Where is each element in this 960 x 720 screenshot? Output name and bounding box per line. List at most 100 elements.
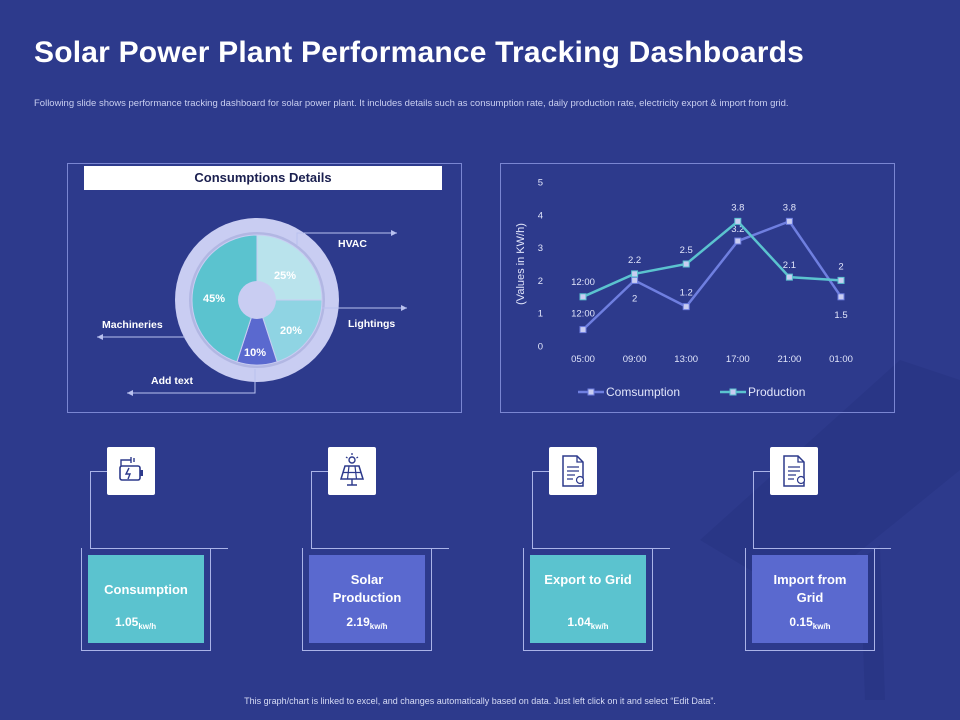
- series-point-comsumption: [682, 303, 690, 311]
- pie-chart-panel: [67, 163, 462, 413]
- y-axis-label: (Values in KW/h): [515, 223, 527, 305]
- page-subtitle: Following slide shows performance tracki…: [34, 98, 789, 109]
- pie-value-label: 25%: [274, 270, 296, 282]
- data-label: 2.2: [628, 255, 641, 266]
- kpi-icon-card: [107, 447, 155, 495]
- kpi-label: Solar Production: [332, 572, 402, 605]
- pie-leader-line: [127, 369, 256, 394]
- series-point-comsumption: [579, 326, 587, 334]
- series-point-production: [785, 273, 793, 281]
- pie-slice-lightings: [256, 299, 323, 363]
- kpi-icon-card: [549, 447, 597, 495]
- kpi-card: Solar Production 2.19kw/h: [309, 555, 425, 643]
- pie-category-label: Lightings: [348, 318, 395, 330]
- pie-category-label: Add text: [151, 375, 194, 387]
- kpi-connector: [90, 471, 107, 472]
- kpi-outline: [523, 548, 653, 651]
- kpi-outline: [302, 548, 432, 651]
- data-label: 3.8: [731, 202, 744, 213]
- series-point-comsumption: [631, 276, 639, 284]
- series-point-comsumption: [837, 293, 845, 301]
- data-label: 12:00: [571, 277, 595, 288]
- kpi-label: Consumption: [104, 582, 188, 597]
- arrow-head-icon: [391, 230, 397, 236]
- x-tick-label: 05:00: [571, 354, 595, 365]
- x-tick-label: 09:00: [623, 354, 647, 365]
- document-icon: [562, 455, 585, 487]
- consumption-production-line-chart: 0 1 2 3 4 5 05:00 09:00 13:00 17:00 21:00 01:00 (Val…: [515, 178, 853, 400]
- data-label: 3.8: [783, 202, 796, 213]
- series-point-production: [631, 270, 639, 278]
- kpi-outline: [745, 548, 875, 651]
- pie-center-hole: [238, 281, 276, 319]
- pie-leader-line: [296, 232, 397, 245]
- pie-category-label: Machineries: [102, 319, 163, 331]
- kpi-unit: kw/h: [812, 622, 831, 631]
- battery-plug-icon: [119, 457, 143, 481]
- series-point-production: [682, 260, 690, 268]
- kpi-number: 0.15: [789, 615, 813, 629]
- pie-category-label: HVAC: [338, 238, 367, 250]
- kpi-connector: [90, 548, 228, 549]
- kpi-connector: [311, 471, 312, 548]
- legend-marker: [587, 388, 595, 396]
- kpi-connector: [311, 548, 449, 549]
- kpi-unit: kw/h: [590, 622, 609, 631]
- kpi-number: 1.05: [115, 615, 139, 629]
- kpi-value: 1.04kw/h: [530, 613, 646, 636]
- series-line-comsumption: [582, 219, 843, 331]
- kpi-connector: [753, 471, 770, 472]
- kpi-card: Consumption 1.05kw/h: [88, 555, 204, 643]
- x-tick-label: 01:00: [829, 354, 853, 365]
- series-point-production: [837, 276, 845, 284]
- kpi-outline: [81, 548, 211, 651]
- y-tick-label: 2: [538, 276, 543, 287]
- series-line-production: [582, 219, 842, 298]
- series-point-comsumption: [785, 217, 793, 225]
- kpi-connector: [532, 471, 533, 548]
- kpi-icon-card: [770, 447, 818, 495]
- data-label: 1.5: [834, 310, 847, 321]
- series-point-comsumption: [734, 237, 742, 245]
- kpi-number: 2.19: [346, 615, 370, 629]
- series-point-production: [579, 293, 587, 301]
- data-label: 2: [632, 293, 637, 304]
- y-tick-label: 3: [538, 243, 543, 254]
- kpi-value: 1.05kw/h: [115, 613, 156, 636]
- pie-value-label: 45%: [203, 293, 225, 305]
- data-label: 1.2: [680, 288, 693, 299]
- x-tick-label: 21:00: [778, 354, 802, 365]
- pie-slice-hvac: [256, 234, 323, 301]
- pie-value-label: 10%: [244, 347, 266, 359]
- kpi-unit: kw/h: [138, 622, 157, 631]
- y-tick-label: 0: [538, 342, 543, 353]
- y-tick-label: 1: [538, 309, 543, 320]
- pie-value-label: 20%: [280, 325, 302, 337]
- arrow-head-icon: [401, 305, 407, 311]
- y-tick-label: 5: [538, 178, 543, 189]
- legend-label: Production: [748, 385, 805, 399]
- kpi-label: Export to Grid: [544, 572, 632, 587]
- kpi-connector: [532, 548, 670, 549]
- kpi-value: 2.19kw/h: [309, 613, 425, 636]
- kpi-value: 0.15kw/h: [752, 613, 868, 636]
- kpi-icon-card: [328, 447, 376, 495]
- pie-slice-machineries: [191, 234, 258, 363]
- kpi-number: 1.04: [567, 615, 591, 629]
- document-icon: [783, 455, 806, 487]
- arrow-head-icon: [127, 390, 133, 396]
- x-tick-label: 13:00: [674, 354, 698, 365]
- kpi-connector: [311, 471, 328, 472]
- footer-note: This graph/chart is linked to excel, and…: [244, 696, 716, 706]
- kpi-connector: [532, 471, 549, 472]
- solar-panel-icon: [339, 453, 365, 486]
- data-label: 2: [838, 261, 843, 272]
- legend-marker: [729, 388, 737, 396]
- line-chart-panel: [500, 163, 895, 413]
- data-label: 12:00: [571, 309, 595, 320]
- arrow-head-icon: [97, 334, 103, 340]
- x-tick-label: 17:00: [726, 354, 750, 365]
- kpi-connector: [753, 471, 754, 548]
- kpi-unit: kw/h: [369, 622, 388, 631]
- kpi-label: Import from Grid: [773, 572, 847, 605]
